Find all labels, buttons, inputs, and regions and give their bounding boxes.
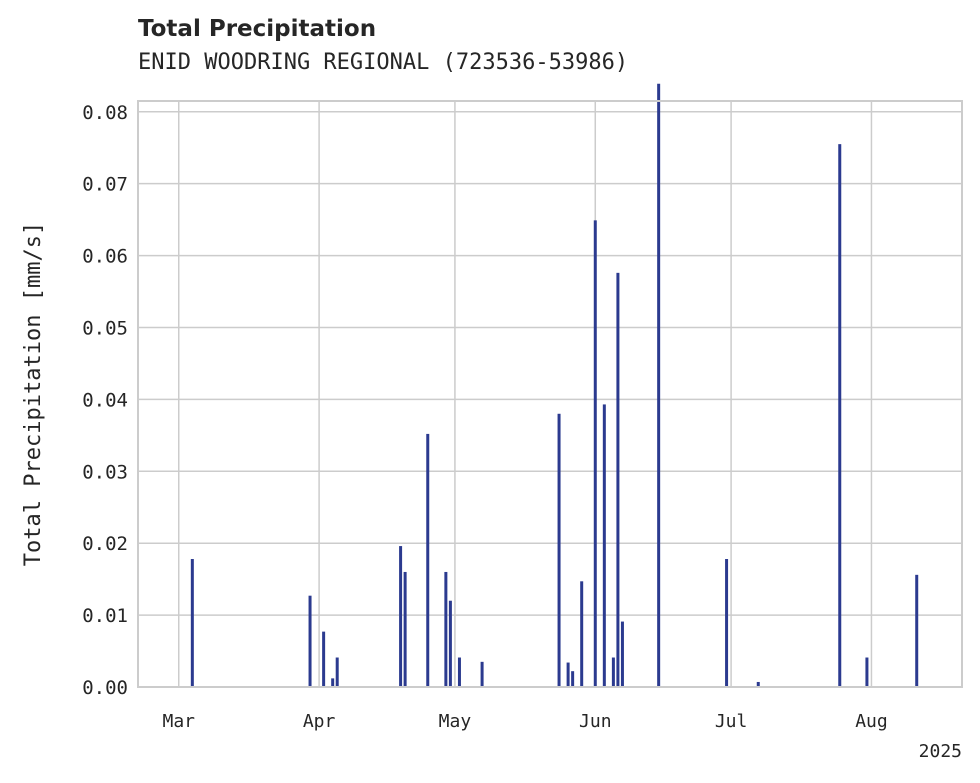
- x-tick-label: Apr: [303, 711, 336, 732]
- y-tick-label: 0.04: [82, 389, 128, 411]
- grid-lines: [138, 101, 962, 688]
- precipitation-bar: [657, 83, 661, 688]
- x-tick-label: May: [439, 711, 472, 732]
- precipitation-bar: [611, 657, 615, 687]
- precipitation-bar: [566, 662, 570, 687]
- precipitation-bar: [580, 581, 584, 687]
- y-axis-ticks: 0.00 0.01 0.02 0.03 0.04 0.05 0.06 0.07 0.08: [82, 102, 128, 699]
- x-tick-label: Jun: [579, 711, 612, 732]
- precipitation-bar: [331, 678, 335, 687]
- plot-frame: [137, 100, 963, 688]
- x-tick-label: Aug: [855, 711, 888, 732]
- precipitation-bar: [557, 413, 561, 687]
- precipitation-bar: [593, 220, 597, 687]
- precipitation-bar: [308, 595, 312, 687]
- precipitation-bar: [190, 559, 194, 687]
- y-tick-label: 0.00: [82, 677, 128, 699]
- precipitation-bar: [457, 657, 461, 687]
- y-tick-label: 0.08: [82, 102, 128, 124]
- precipitation-bar: [448, 600, 452, 687]
- precipitation-bar: [725, 559, 729, 687]
- x-tick-label: Mar: [162, 711, 195, 732]
- y-tick-label: 0.01: [82, 605, 128, 627]
- y-tick-label: 0.06: [82, 246, 128, 268]
- precipitation-bar: [571, 671, 575, 687]
- precipitation-bar: [444, 571, 448, 687]
- precipitation-bar: [756, 681, 760, 687]
- precipitation-bar: [322, 631, 326, 687]
- precipitation-bar: [399, 546, 403, 687]
- x-axis-ticks: Mar Apr May Jun Jul Aug: [162, 711, 887, 732]
- precipitation-bar: [865, 657, 869, 687]
- precipitation-bar: [403, 571, 407, 687]
- y-tick-label: 0.05: [82, 317, 128, 339]
- y-tick-label: 0.02: [82, 533, 128, 555]
- bar-series: [190, 83, 919, 688]
- precipitation-bar: [602, 404, 606, 687]
- chart-title: Total Precipitation: [138, 16, 377, 42]
- chart-subtitle: ENID WOODRING REGIONAL (723536-53986): [138, 50, 629, 75]
- precipitation-bar: [335, 657, 339, 687]
- precipitation-bar: [915, 574, 919, 687]
- precipitation-bar: [838, 144, 842, 687]
- year-label: 2025: [919, 741, 962, 762]
- y-tick-label: 0.07: [82, 174, 128, 196]
- y-axis-label: Total Precipitation [mm/s]: [21, 222, 46, 566]
- precipitation-bar: [620, 621, 624, 687]
- precipitation-bar: [616, 272, 620, 687]
- precipitation-bar: [426, 433, 430, 687]
- precipitation-bar: [480, 661, 484, 687]
- y-tick-label: 0.03: [82, 461, 128, 483]
- x-tick-label: Jul: [715, 711, 748, 732]
